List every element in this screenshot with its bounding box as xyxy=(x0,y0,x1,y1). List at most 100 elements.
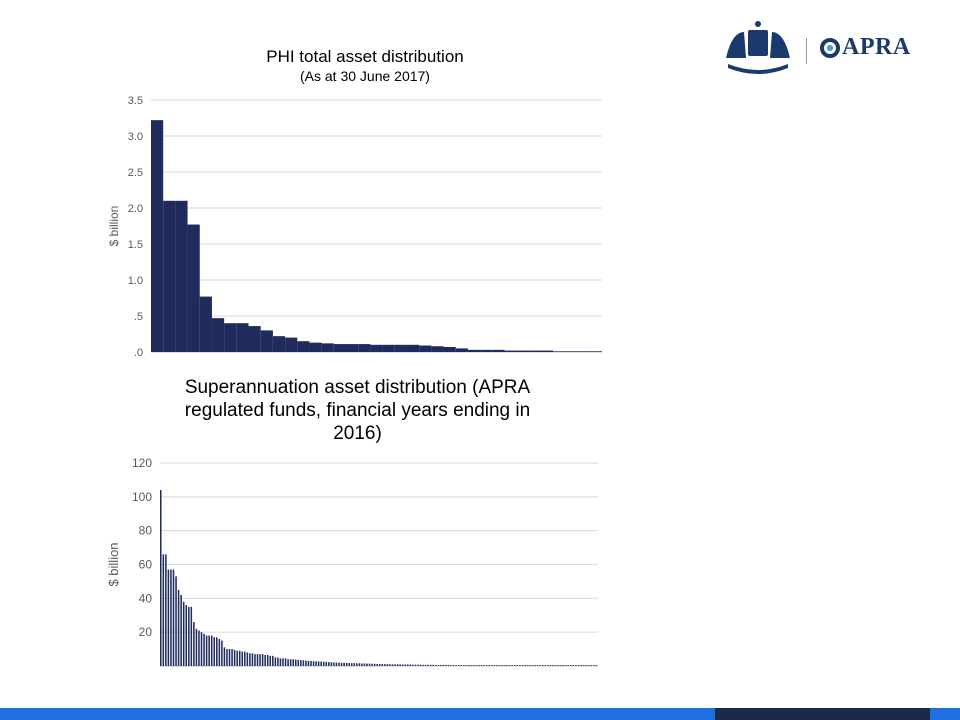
bar xyxy=(516,350,529,352)
bar xyxy=(470,665,473,666)
bar xyxy=(241,651,244,666)
bar xyxy=(457,665,460,666)
bar xyxy=(417,664,419,666)
bar xyxy=(541,665,544,666)
bar xyxy=(452,665,455,666)
bar xyxy=(404,664,406,666)
y-tick-label: 3.5 xyxy=(128,95,143,107)
apra-ring-icon xyxy=(820,38,840,58)
bar xyxy=(182,601,185,666)
bar xyxy=(572,665,575,666)
bar xyxy=(531,665,534,666)
bar xyxy=(455,348,468,352)
bar xyxy=(590,665,592,666)
bar xyxy=(465,665,468,666)
bar xyxy=(399,664,401,666)
bar xyxy=(200,632,203,666)
y-tick-label: .0 xyxy=(134,347,143,359)
bar xyxy=(595,665,597,666)
bar xyxy=(366,663,368,666)
bar xyxy=(256,654,259,666)
bar xyxy=(401,664,404,666)
bar xyxy=(580,665,582,666)
bar xyxy=(427,664,429,666)
bar xyxy=(358,663,361,666)
bar xyxy=(289,659,292,666)
bar xyxy=(422,664,424,666)
bar xyxy=(340,662,343,666)
bar xyxy=(569,665,572,666)
bar xyxy=(478,665,480,666)
bar xyxy=(274,657,277,666)
bar xyxy=(488,665,491,666)
bar xyxy=(468,665,470,666)
y-tick-label: .5 xyxy=(134,311,143,323)
bar xyxy=(325,661,328,666)
bar xyxy=(437,664,440,666)
bar xyxy=(508,665,511,666)
bar xyxy=(333,344,347,352)
bar xyxy=(536,665,539,666)
bar xyxy=(382,344,395,352)
bar xyxy=(333,662,335,666)
bar xyxy=(160,490,162,666)
bar xyxy=(396,664,399,666)
y-tick-label: 1.5 xyxy=(128,239,143,251)
bar xyxy=(547,665,549,666)
bar xyxy=(198,630,200,666)
bar xyxy=(307,660,310,666)
bar xyxy=(224,323,237,352)
bar xyxy=(211,318,225,352)
bar xyxy=(516,665,519,666)
phi-chart-title: PHI total asset distribution xyxy=(266,47,464,66)
bar xyxy=(297,341,310,352)
bar xyxy=(317,661,320,666)
bar xyxy=(249,653,251,666)
apra-logo: APRA xyxy=(718,18,933,78)
bar xyxy=(455,665,457,666)
y-tick-label: 2.0 xyxy=(128,203,143,215)
bar xyxy=(460,665,463,666)
bar xyxy=(294,659,297,666)
super-chart: 20 40 60 80 100 120 $ billion xyxy=(106,456,598,667)
bar xyxy=(345,662,348,666)
bar xyxy=(226,649,228,666)
bar xyxy=(193,622,195,666)
bar xyxy=(575,665,577,666)
bar xyxy=(528,350,542,352)
bar xyxy=(504,350,517,352)
bar xyxy=(371,663,373,666)
bar xyxy=(524,665,526,666)
coat-of-arms-icon xyxy=(726,21,840,74)
bar xyxy=(567,665,569,666)
bar xyxy=(292,659,294,666)
bar xyxy=(260,330,273,352)
bar xyxy=(480,349,493,352)
bar xyxy=(284,658,287,666)
bar xyxy=(577,351,590,352)
bar xyxy=(180,594,182,666)
bar xyxy=(592,665,595,666)
bar xyxy=(190,606,193,666)
bar xyxy=(353,663,356,666)
bar xyxy=(162,554,165,666)
bar xyxy=(553,351,566,352)
bar xyxy=(480,665,483,666)
y-tick-label: 40 xyxy=(139,591,153,605)
bar xyxy=(297,659,300,666)
bar xyxy=(582,665,585,666)
bar xyxy=(506,665,508,666)
bar xyxy=(231,649,233,666)
bar xyxy=(312,661,315,666)
bar xyxy=(526,665,529,666)
bar xyxy=(565,351,578,352)
bar xyxy=(491,665,493,666)
footer-bar-dark xyxy=(715,708,930,720)
bar xyxy=(440,664,442,666)
super-chart-title: Superannuation asset distribution (APRA … xyxy=(184,377,531,444)
bar xyxy=(552,665,554,666)
bar xyxy=(589,351,602,352)
bar xyxy=(493,665,496,666)
bar xyxy=(330,662,333,666)
